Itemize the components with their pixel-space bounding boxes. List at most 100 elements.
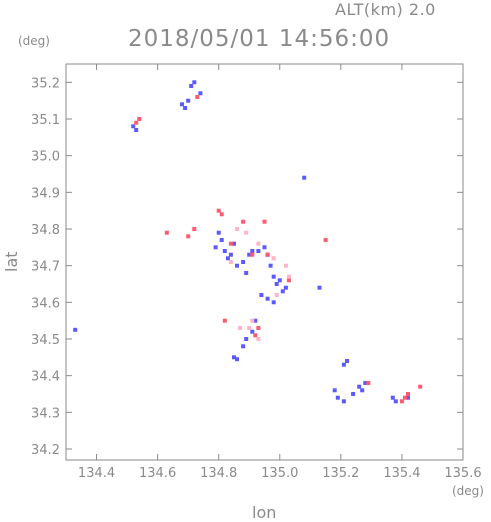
data-point-blue — [274, 282, 279, 286]
y-tick-label: 34.6 — [31, 296, 60, 311]
data-point-red — [256, 326, 261, 330]
data-point-pink — [286, 274, 291, 279]
data-point-blue — [271, 300, 276, 305]
data-point-blue — [345, 359, 349, 363]
data-point-red — [253, 333, 258, 338]
data-point-blue — [259, 293, 264, 297]
data-point-blue — [219, 238, 224, 242]
altitude-label: ALT(km) 2.0 — [335, 0, 436, 19]
data-point-red — [219, 212, 224, 217]
data-point-pink — [244, 230, 249, 235]
data-point-blue — [131, 124, 136, 129]
data-point-red — [286, 278, 291, 283]
data-point-blue — [192, 80, 197, 85]
data-point-red — [262, 219, 267, 224]
data-point-blue — [216, 230, 221, 235]
data-point-red — [186, 234, 191, 239]
x-tick-label: 135.6 — [444, 466, 481, 481]
data-point-blue — [183, 106, 188, 110]
data-point-red — [406, 392, 410, 396]
y-ticks: 34.2 34.3 34.4 34.5 34.6 34.7 34.8 34.9 35.0 35.1… — [31, 76, 463, 458]
y-tick-label: 34.3 — [31, 406, 60, 421]
data-point-blue — [235, 357, 239, 362]
y-tick-label: 34.2 — [31, 443, 60, 458]
x-tick-label: 135.0 — [261, 466, 298, 481]
data-point-red — [265, 252, 270, 257]
data-point-red — [164, 230, 169, 235]
x-tick-label: 134.6 — [139, 466, 176, 481]
data-point-blue — [225, 256, 230, 261]
data-point-red — [418, 384, 423, 389]
data-point-blue — [360, 388, 365, 393]
data-point-red — [366, 381, 371, 385]
timestamp-title: 2018/05/01 14:56:00 — [128, 26, 391, 52]
data-point-red — [228, 241, 233, 246]
data-point-blue — [363, 381, 368, 385]
data-point-blue — [283, 285, 288, 290]
data-point-blue — [250, 249, 255, 253]
y-tick-label: 35.1 — [31, 113, 60, 128]
data-point-blue — [341, 399, 346, 404]
data-point-red — [241, 219, 246, 224]
data-point-blue — [235, 263, 239, 268]
data-point-blue — [134, 128, 139, 132]
y-tick-label: 34.4 — [31, 370, 60, 385]
data-point-blue — [302, 175, 307, 180]
data-point-blue — [241, 260, 246, 264]
data-point-blue — [351, 392, 356, 396]
data-point-blue — [332, 388, 337, 393]
y-tick-label: 34.5 — [31, 333, 60, 348]
data-point-pink — [235, 227, 239, 231]
y-tick-label: 34.9 — [31, 186, 60, 201]
data-point-blue — [406, 395, 410, 400]
data-point-blue — [357, 384, 362, 389]
data-point-blue — [390, 395, 395, 400]
data-point-blue — [341, 362, 346, 367]
data-point-blue — [213, 245, 218, 250]
y-tick-label: 35.0 — [31, 150, 60, 165]
data-point-red — [222, 318, 227, 323]
data-point-blue — [250, 329, 255, 334]
data-point-blue — [228, 252, 233, 257]
data-point-blue — [180, 102, 184, 107]
data-point-blue — [189, 84, 194, 88]
y-tick-label: 34.7 — [31, 260, 60, 275]
data-point-blue — [271, 274, 276, 279]
data-point-blue — [317, 285, 322, 290]
data-point-red — [192, 227, 197, 231]
data-point-pink — [256, 337, 261, 341]
x-axis-label: lon — [252, 503, 277, 522]
data-point-red — [195, 95, 200, 99]
x-tick-label: 135.2 — [322, 466, 359, 481]
data-point-pink — [247, 326, 252, 330]
data-point-blue — [244, 337, 249, 341]
x-axis-unit: (deg) — [452, 484, 484, 498]
x-tick-label: 134.8 — [200, 466, 237, 481]
data-point-red — [216, 208, 221, 213]
data-point-blue — [73, 327, 78, 332]
data-point-red — [403, 395, 407, 400]
data-point-blue — [244, 271, 249, 275]
data-point-blue — [277, 278, 282, 283]
data-point-pink — [238, 326, 243, 330]
data-point-red — [134, 120, 139, 125]
data-point-blue — [186, 98, 191, 103]
data-point-blue — [280, 289, 285, 294]
y-tick-label: 34.8 — [31, 223, 60, 238]
data-point-pink — [256, 241, 261, 246]
data-point-red — [137, 117, 142, 121]
data-point-blue — [222, 249, 227, 253]
data-point-blue — [265, 296, 270, 301]
data-point-pink — [274, 293, 279, 297]
data-point-blue — [262, 245, 267, 250]
data-point-red — [399, 399, 404, 404]
data-point-pink — [271, 256, 276, 261]
x-tick-label: 134.4 — [78, 466, 115, 481]
data-point-red — [323, 238, 328, 242]
data-points — [73, 80, 423, 404]
data-point-blue — [232, 355, 236, 360]
data-point-pink — [250, 318, 255, 323]
data-point-blue — [256, 249, 261, 253]
data-point-pink — [283, 263, 288, 268]
